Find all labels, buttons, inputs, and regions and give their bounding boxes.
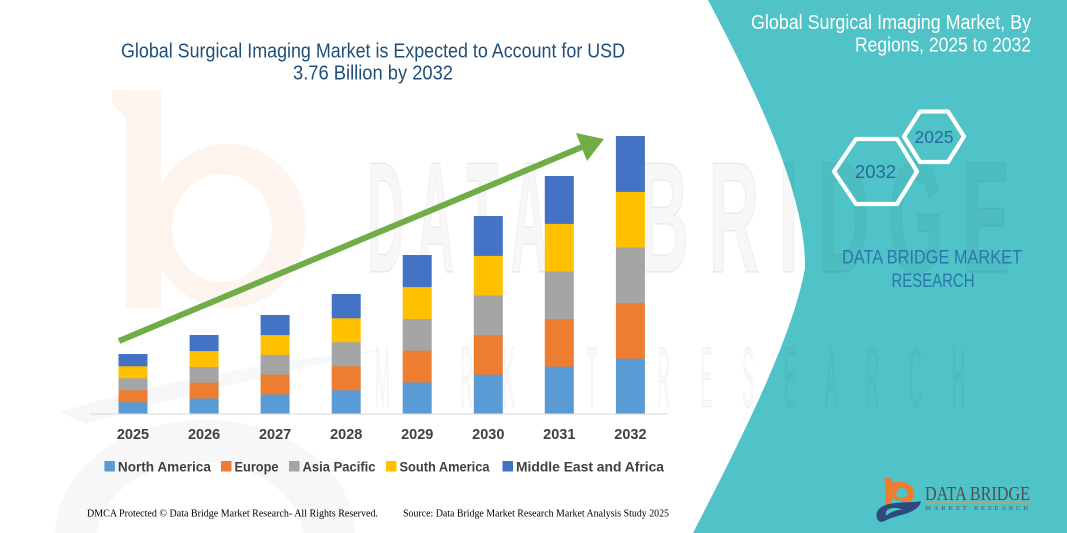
svg-text:Middle East and Africa: Middle East and Africa: [516, 460, 665, 475]
svg-text:DMCA Protected © Data Bridge M: DMCA Protected © Data Bridge Market Rese…: [87, 508, 378, 520]
svg-text:2031: 2031: [543, 427, 575, 443]
svg-text:RESEARCH: RESEARCH: [892, 270, 975, 292]
svg-text:South America: South America: [400, 460, 490, 475]
svg-text:Global Surgical Imaging Market: Global Surgical Imaging Market is Expect…: [121, 41, 625, 63]
svg-text:Asia Pacific: Asia Pacific: [303, 460, 376, 475]
svg-text:2027: 2027: [259, 427, 291, 443]
svg-text:Global Surgical Imaging Market: Global Surgical Imaging Market, By: [751, 12, 1031, 34]
svg-text:North America: North America: [118, 460, 211, 475]
svg-text:2029: 2029: [401, 427, 433, 443]
svg-text:2032: 2032: [614, 427, 646, 443]
svg-text:2032: 2032: [855, 161, 896, 182]
svg-text:DATA BRIDGE MARKET: DATA BRIDGE MARKET: [842, 247, 1022, 269]
svg-text:M A R K E: M A R K E T R E S E A R C H: [375, 330, 965, 426]
svg-text:2025: 2025: [915, 127, 954, 147]
svg-text:DATA BRIDGE: DATA BRIDGE: [925, 484, 1030, 505]
svg-text:Regions, 2025 to 2032: Regions, 2025 to 2032: [855, 35, 1031, 57]
svg-text:2030: 2030: [472, 427, 504, 443]
svg-text:D A T A: D A T A: [367, 130, 548, 306]
svg-text:2028: 2028: [330, 427, 362, 443]
svg-text:2026: 2026: [188, 427, 220, 443]
svg-text:3.76 Billion by 2032: 3.76 Billion by 2032: [293, 63, 453, 85]
svg-text:Europe: Europe: [235, 460, 279, 475]
svg-text:Source: Data Bridge Market Res: Source: Data Bridge Market Research Mark…: [403, 508, 669, 520]
svg-text:MARKET RESEARCH: MARKET RESEARCH: [925, 505, 1030, 512]
svg-text:2025: 2025: [117, 427, 149, 443]
